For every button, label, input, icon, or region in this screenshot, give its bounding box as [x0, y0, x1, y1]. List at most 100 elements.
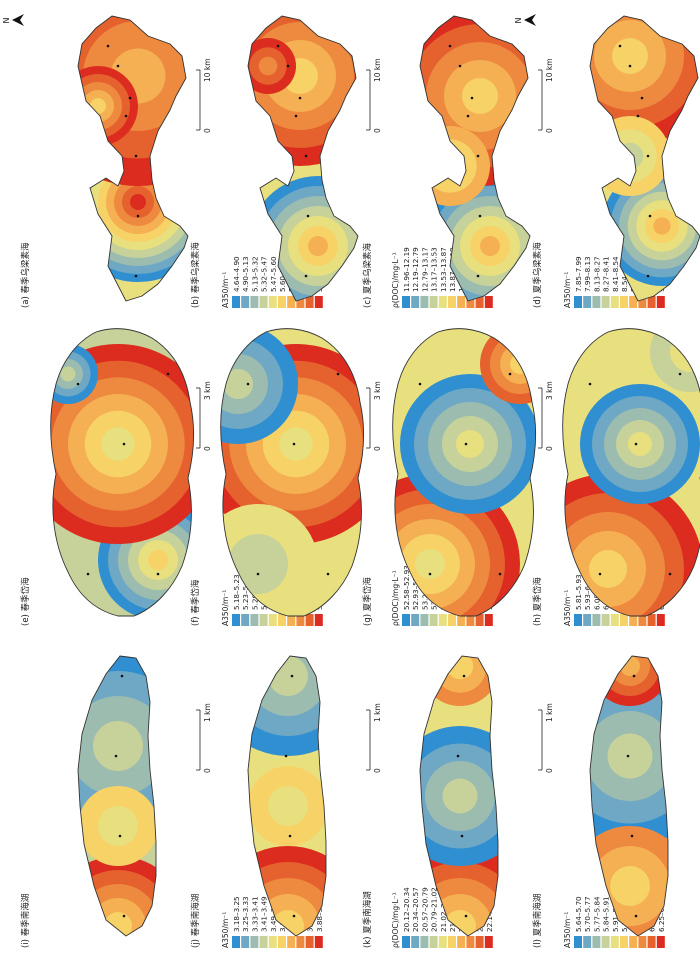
- sampling-site: [646, 154, 650, 158]
- sampling-site: [678, 372, 682, 376]
- legend-range: 5.91–5.98: [611, 896, 620, 932]
- legend-range: 5.64–5.70: [574, 896, 583, 932]
- legend-swatch: [250, 936, 259, 948]
- sampling-site: [634, 914, 638, 918]
- contour-band: [610, 866, 650, 906]
- contour-band: [268, 786, 308, 826]
- sampling-site: [246, 382, 250, 386]
- sampling-site: [256, 572, 260, 576]
- legend-swatch: [574, 936, 582, 948]
- scale-max-a: 10 km: [203, 58, 212, 82]
- legend-swatch: [638, 614, 647, 626]
- sampling-site: [460, 834, 464, 838]
- lake-outline: [419, 15, 531, 302]
- contour-band: [420, 126, 490, 206]
- legend-swatch: [314, 614, 323, 626]
- legend-range: 4.90–5.13: [241, 256, 250, 292]
- lake-outline: [220, 328, 365, 617]
- contour-band: [500, 344, 536, 384]
- legend-range: 7.99–8.13: [583, 256, 592, 292]
- contour-band: [442, 778, 478, 814]
- legend-swatch: [402, 936, 410, 948]
- lake-map-g: [392, 328, 537, 617]
- lake-outline: [589, 15, 700, 302]
- legend-title-j: ρ(DOC)/mg·L⁻¹: [391, 892, 400, 948]
- legend-swatch: [448, 296, 456, 308]
- scale-min-f: 0: [373, 446, 382, 451]
- legend-swatch: [592, 614, 601, 626]
- legend-swatch: [583, 296, 592, 308]
- legend-swatch: [232, 936, 240, 948]
- legend-swatch: [305, 936, 314, 948]
- sampling-site: [628, 64, 632, 68]
- legend-range: 20.34–20.57: [411, 887, 420, 932]
- legend-range: 20.79–21.02: [430, 887, 439, 932]
- north-label: N: [514, 18, 523, 24]
- sampling-site: [668, 572, 672, 576]
- legend-swatch: [592, 936, 601, 948]
- sampling-site: [290, 674, 294, 678]
- sampling-site: [634, 442, 638, 446]
- panel-label-h: (h) 夏季岱海: [532, 577, 543, 626]
- panel-label-d: (d) 夏季乌梁素海: [532, 242, 543, 308]
- legend-swatch: [484, 614, 493, 626]
- legend-swatch: [601, 614, 610, 626]
- sampling-site: [136, 214, 140, 218]
- sampling-site: [636, 114, 640, 118]
- lake-outline: [77, 655, 157, 937]
- legend-swatch: [241, 296, 250, 308]
- legend-range: 52.58–52.93: [402, 565, 411, 610]
- legend-swatch: [296, 936, 305, 948]
- sampling-site: [498, 572, 502, 576]
- legend-range: 20.57–20.79: [420, 887, 429, 932]
- scale-min-i: 0: [203, 768, 212, 773]
- contour-band: [653, 217, 671, 235]
- legend-range: 8.41–8.54: [611, 256, 620, 292]
- sampling-site: [284, 754, 288, 758]
- panel-label-a: (a) 春季乌梁素海: [20, 242, 31, 308]
- legend-range: 12.79–13.17: [420, 247, 429, 292]
- legend-swatch: [287, 296, 296, 308]
- contour-band: [130, 194, 146, 210]
- contour-band: [60, 366, 76, 382]
- sampling-site: [478, 214, 482, 218]
- scale-min-e: 0: [203, 446, 212, 451]
- sampling-site: [462, 674, 466, 678]
- legend-swatch: [629, 614, 638, 626]
- scale-min-a: 0: [203, 128, 212, 133]
- legend-range: 5.47–5.60: [269, 256, 278, 292]
- legend-swatch: [638, 936, 647, 948]
- sampling-site: [304, 274, 308, 278]
- legend-swatch: [402, 296, 410, 308]
- contour-band: [436, 152, 464, 180]
- sampling-site: [632, 674, 636, 678]
- legend-swatch: [620, 614, 628, 626]
- sampling-site: [298, 96, 302, 100]
- scale-max-f: 3 km: [373, 381, 382, 400]
- legend-title-k: A350/m⁻¹: [563, 912, 572, 948]
- scale-bar-a: 0 10 km: [196, 58, 212, 133]
- legend-swatch: [241, 614, 250, 626]
- sampling-site: [114, 754, 118, 758]
- contour-band: [510, 354, 530, 374]
- lake-map-l: [589, 655, 669, 937]
- legend-swatch: [438, 296, 447, 308]
- contour-band: [104, 912, 132, 936]
- contour-band: [590, 116, 670, 196]
- sampling-site: [464, 442, 468, 446]
- sampling-site: [124, 114, 128, 118]
- legend-swatch: [574, 614, 582, 626]
- legend-swatch: [574, 296, 582, 308]
- contour-band: [607, 733, 653, 779]
- lake-outline: [77, 15, 189, 302]
- scale-max-b: 10 km: [373, 58, 382, 82]
- sampling-site: [76, 382, 80, 386]
- sampling-site: [418, 382, 422, 386]
- sampling-site: [336, 372, 340, 376]
- legend-swatch: [656, 936, 665, 948]
- legend-swatch: [429, 614, 438, 626]
